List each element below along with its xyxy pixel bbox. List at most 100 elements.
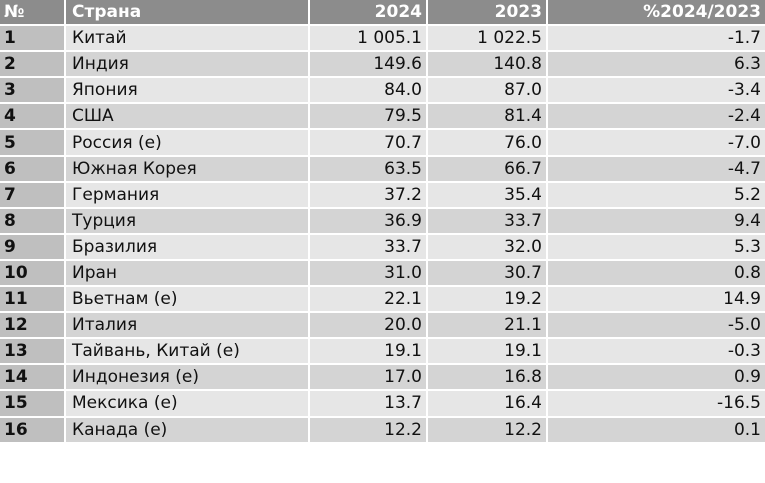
value-2024-cell: 22.1	[310, 287, 426, 312]
value-2023-cell: 19.2	[428, 287, 546, 312]
value-2024-cell: 37.2	[310, 182, 426, 207]
change-cell: -3.4	[548, 78, 765, 103]
value-2023-cell: 81.4	[428, 104, 546, 129]
value-2024-cell: 20.0	[310, 313, 426, 338]
rank-cell: 9	[0, 234, 64, 259]
value-2023-cell: 87.0	[428, 78, 546, 103]
value-2023-cell: 16.8	[428, 365, 546, 390]
change-cell: 0.1	[548, 417, 765, 442]
value-2023-cell: 76.0	[428, 130, 546, 155]
country-cell: Италия	[66, 313, 308, 338]
change-cell: -16.5	[548, 391, 765, 416]
country-cell: США	[66, 104, 308, 129]
country-cell: Иран	[66, 260, 308, 286]
value-2024-cell: 17.0	[310, 365, 426, 390]
header-2023: 2023	[428, 0, 546, 25]
rank-cell: 14	[0, 365, 64, 390]
change-cell: 14.9	[548, 287, 765, 312]
value-2024-cell: 31.0	[310, 260, 426, 286]
table-row: 16 Канада (e) 12.2 12.2 0.1	[0, 417, 765, 442]
table-row: 2 Индия 149.6 140.8 6.3	[0, 52, 765, 77]
value-2023-cell: 30.7	[428, 260, 546, 286]
data-table: № Страна 2024 2023 %2024/2023 1 Китай 1 00…	[0, 0, 765, 442]
change-cell: 5.3	[548, 234, 765, 259]
table-row: 9 Бразилия 33.7 32.0 5.3	[0, 234, 765, 259]
rank-cell: 5	[0, 130, 64, 155]
table-row: 13 Тайвань, Китай (e) 19.1 19.1 -0.3	[0, 339, 765, 364]
rank-cell: 15	[0, 391, 64, 416]
change-cell: -4.7	[548, 156, 765, 181]
value-2024-cell: 33.7	[310, 234, 426, 259]
country-cell: Индонезия (e)	[66, 365, 308, 390]
table-row: 6 Южная Корея 63.5 66.7 -4.7	[0, 156, 765, 181]
value-2023-cell: 66.7	[428, 156, 546, 181]
value-2024-cell: 63.5	[310, 156, 426, 181]
country-cell: Германия	[66, 182, 308, 207]
rank-cell: 2	[0, 52, 64, 77]
header-change: %2024/2023	[548, 0, 765, 25]
country-cell: Япония	[66, 78, 308, 103]
rank-cell: 8	[0, 208, 64, 233]
rank-cell: 1	[0, 26, 64, 51]
value-2024-cell: 36.9	[310, 208, 426, 233]
country-cell: Турция	[66, 208, 308, 233]
change-cell: 0.8	[548, 260, 765, 286]
change-cell: -0.3	[548, 339, 765, 364]
value-2024-cell: 149.6	[310, 52, 426, 77]
value-2023-cell: 32.0	[428, 234, 546, 259]
header-2024: 2024	[310, 0, 426, 25]
value-2023-cell: 12.2	[428, 417, 546, 442]
table-row: 15 Мексика (e) 13.7 16.4 -16.5	[0, 391, 765, 416]
value-2023-cell: 1 022.5	[428, 26, 546, 51]
change-cell: -2.4	[548, 104, 765, 129]
value-2023-cell: 140.8	[428, 52, 546, 77]
table-row: 11 Вьетнам (e) 22.1 19.2 14.9	[0, 287, 765, 312]
table-row: 12 Италия 20.0 21.1 -5.0	[0, 313, 765, 338]
country-cell: Канада (e)	[66, 417, 308, 442]
value-2024-cell: 84.0	[310, 78, 426, 103]
value-2023-cell: 35.4	[428, 182, 546, 207]
rank-cell: 16	[0, 417, 64, 442]
table-header: № Страна 2024 2023 %2024/2023	[0, 0, 765, 25]
rank-cell: 3	[0, 78, 64, 103]
rank-cell: 10	[0, 260, 64, 286]
value-2024-cell: 79.5	[310, 104, 426, 129]
change-cell: -7.0	[548, 130, 765, 155]
country-cell: Бразилия	[66, 234, 308, 259]
rank-cell: 6	[0, 156, 64, 181]
change-cell: 6.3	[548, 52, 765, 77]
table-row: 5 Россия (e) 70.7 76.0 -7.0	[0, 130, 765, 155]
header-rank: №	[0, 0, 64, 25]
value-2024-cell: 1 005.1	[310, 26, 426, 51]
table-row: 14 Индонезия (e) 17.0 16.8 0.9	[0, 365, 765, 390]
value-2023-cell: 19.1	[428, 339, 546, 364]
country-cell: Мексика (e)	[66, 391, 308, 416]
country-cell: Индия	[66, 52, 308, 77]
header-row: № Страна 2024 2023 %2024/2023	[0, 0, 765, 25]
table-body: 1 Китай 1 005.1 1 022.5 -1.7 2 Индия 149.6 140.8…	[0, 26, 765, 442]
table-row: 10 Иран 31.0 30.7 0.8	[0, 260, 765, 286]
rank-cell: 7	[0, 182, 64, 207]
country-cell: Китай	[66, 26, 308, 51]
country-cell: Тайвань, Китай (e)	[66, 339, 308, 364]
value-2024-cell: 70.7	[310, 130, 426, 155]
table-row: 1 Китай 1 005.1 1 022.5 -1.7	[0, 26, 765, 51]
change-cell: -5.0	[548, 313, 765, 338]
change-cell: 5.2	[548, 182, 765, 207]
change-cell: -1.7	[548, 26, 765, 51]
change-cell: 9.4	[548, 208, 765, 233]
rank-cell: 11	[0, 287, 64, 312]
rank-cell: 13	[0, 339, 64, 364]
change-cell: 0.9	[548, 365, 765, 390]
table-row: 8 Турция 36.9 33.7 9.4	[0, 208, 765, 233]
value-2024-cell: 13.7	[310, 391, 426, 416]
rank-cell: 4	[0, 104, 64, 129]
country-cell: Россия (e)	[66, 130, 308, 155]
table-row: 3 Япония 84.0 87.0 -3.4	[0, 78, 765, 103]
value-2023-cell: 21.1	[428, 313, 546, 338]
value-2023-cell: 16.4	[428, 391, 546, 416]
country-cell: Вьетнам (e)	[66, 287, 308, 312]
value-2023-cell: 33.7	[428, 208, 546, 233]
country-cell: Южная Корея	[66, 156, 308, 181]
rank-cell: 12	[0, 313, 64, 338]
